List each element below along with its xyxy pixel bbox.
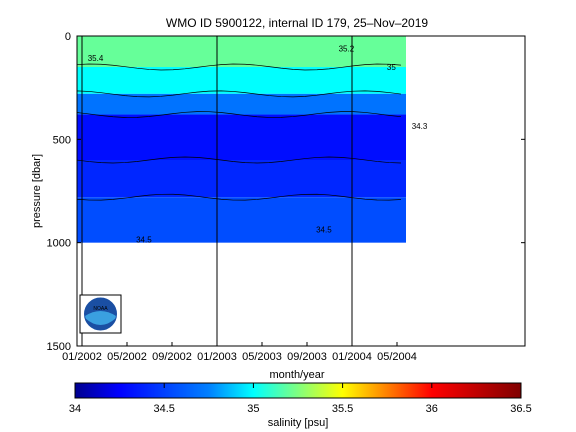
x-tick-label: 05/2003 — [242, 351, 282, 363]
x-axis-label: month/year — [269, 369, 324, 381]
y-axis-label: pressure [dbar] — [31, 154, 43, 228]
contour-label: 35.4 — [88, 54, 104, 63]
salinity-layer — [77, 67, 406, 94]
x-tick-label: 09/2003 — [287, 351, 327, 363]
x-tick-label: 01/2002 — [62, 351, 102, 363]
x-tick-label: 05/2002 — [107, 351, 147, 363]
salinity-layer — [77, 114, 406, 160]
contour-line — [76, 193, 402, 201]
colorbar-tick-label: 34.5 — [153, 403, 174, 415]
y-tick-label: 0 — [65, 31, 71, 43]
chart-title: WMO ID 5900122, internal ID 179, 25–Nov–… — [166, 16, 428, 30]
contour-line — [76, 156, 402, 164]
x-tick-label: 01/2004 — [332, 351, 372, 363]
salinity-layer — [77, 93, 406, 115]
colorbar-ticks: 34 34.5 35 35.5 36 36.5 — [69, 383, 532, 415]
contour-line — [76, 63, 402, 71]
contour-label: 35.2 — [339, 45, 355, 54]
x-axis: 01/2002 05/2002 09/2002 01/2003 05/2003 09/20… — [62, 342, 417, 363]
y-tick-label: 1500 — [47, 341, 71, 353]
colorbar-tick-label: 36 — [426, 403, 438, 415]
noaa-logo: NOAA — [79, 294, 122, 334]
salinity-layer — [77, 36, 406, 67]
x-tick-label: 05/2004 — [377, 351, 417, 363]
contour-lines — [76, 63, 402, 201]
y-axis: 0 500 1000 1500 — [47, 31, 525, 353]
colorbar-label: salinity [psu] — [268, 417, 329, 429]
colorbar-tick-label: 36.5 — [510, 403, 531, 415]
contour-label: 35 — [387, 63, 396, 72]
contour-label: 34.5 — [136, 236, 152, 245]
plot-frame — [76, 35, 526, 347]
colorbar — [74, 382, 522, 399]
x-tick-label: 01/2003 — [197, 351, 237, 363]
colorbar-tick-label: 34 — [69, 403, 81, 415]
y-tick-label: 1000 — [47, 238, 71, 250]
contour-line — [76, 90, 402, 98]
contour-line — [76, 111, 402, 118]
contour-labels: 35.4 34.5 34.5 35.2 35 34.3 — [88, 45, 428, 245]
salinity-field — [77, 36, 406, 243]
salinity-layer — [77, 197, 406, 243]
contour-label: 34.5 — [316, 225, 332, 234]
contour-label: 34.3 — [412, 122, 428, 131]
colorbar-tick-label: 35 — [247, 403, 259, 415]
year-boundary-lines — [81, 36, 353, 346]
x-tick-label: 09/2002 — [152, 351, 192, 363]
noaa-logo-text: NOAA — [93, 306, 108, 312]
salinity-layer — [77, 160, 406, 198]
y-tick-label: 500 — [53, 134, 71, 146]
colorbar-tick-label: 35.5 — [332, 403, 353, 415]
